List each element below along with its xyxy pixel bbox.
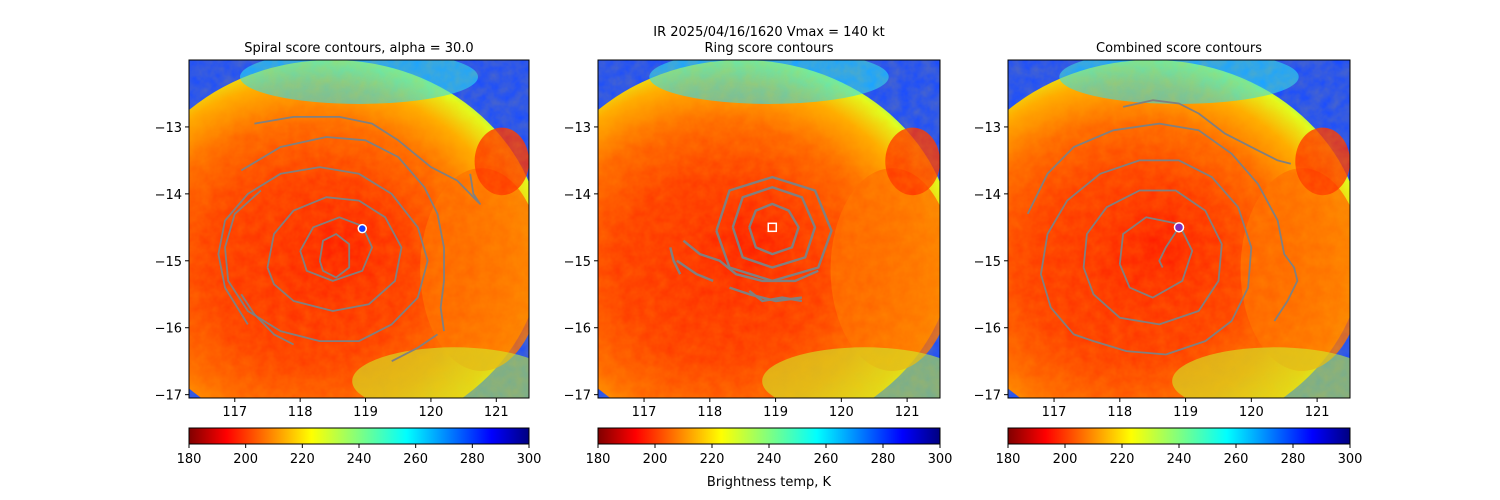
center-marker bbox=[357, 223, 368, 234]
suptitle: IR 2025/04/16/1620 Vmax = 140 kt bbox=[653, 25, 884, 40]
y-tick-label: −15 bbox=[974, 255, 1001, 270]
colorbar-tick-label: 260 bbox=[403, 452, 428, 467]
colorbar-tick-label: 260 bbox=[1224, 452, 1249, 467]
y-tick-label: −16 bbox=[974, 322, 1001, 337]
contour-line bbox=[391, 333, 439, 363]
x-tick-label: 118 bbox=[288, 405, 313, 420]
colorbar-label: Brightness temp, K bbox=[707, 475, 832, 490]
axes-frame bbox=[1007, 59, 1351, 399]
x-tick-label: 117 bbox=[222, 405, 247, 420]
contour-line bbox=[669, 247, 682, 275]
contour-line bbox=[676, 259, 714, 283]
x-tick-label: 121 bbox=[484, 405, 509, 420]
x-tick-label: 118 bbox=[1107, 405, 1132, 420]
x-tick-label: 117 bbox=[632, 405, 657, 420]
y-tick-label: −13 bbox=[974, 121, 1001, 136]
center-marker bbox=[767, 222, 778, 233]
colorbar-tick-label: 300 bbox=[517, 452, 542, 467]
x-tick-label: 117 bbox=[1042, 405, 1067, 420]
contour-line bbox=[715, 175, 833, 283]
y-tick-label: −14 bbox=[974, 188, 1001, 203]
panel-3: Combined score contours 117 118 119 120 121 −1… bbox=[974, 41, 1363, 467]
colorbar-tick-label: 180 bbox=[996, 452, 1021, 467]
colorbar-2: 180 200 220 240 260 280 300 bbox=[586, 427, 953, 467]
y-tick-label: −16 bbox=[155, 322, 182, 337]
x-tick-label: 121 bbox=[1305, 405, 1330, 420]
contour-line bbox=[299, 216, 373, 282]
colorbar-tick-label: 200 bbox=[643, 452, 668, 467]
contour-line bbox=[254, 116, 481, 205]
colorbar-tick-label: 220 bbox=[290, 452, 315, 467]
colorbar-tick-label: 240 bbox=[757, 452, 782, 467]
colorbar-tick-label: 280 bbox=[1281, 452, 1306, 467]
axes-frame bbox=[597, 59, 941, 399]
contour-line bbox=[1118, 216, 1194, 299]
colorbar-tick-label: 180 bbox=[586, 452, 611, 467]
contour-line bbox=[240, 293, 295, 346]
x-tick-label: 119 bbox=[1173, 405, 1198, 420]
ir-imagery bbox=[598, 60, 940, 398]
contour-line bbox=[731, 186, 817, 269]
contour-line bbox=[217, 166, 429, 342]
colorbar-tick-label: 280 bbox=[460, 452, 485, 467]
contour-line bbox=[748, 289, 803, 303]
colorbar-tick-label: 280 bbox=[871, 452, 896, 467]
contour-line bbox=[1158, 226, 1180, 268]
colorbar-gradient bbox=[188, 427, 530, 445]
y-tick-label: −13 bbox=[155, 121, 182, 136]
colorbar-tick-label: 180 bbox=[177, 452, 202, 467]
y-tick-label: −17 bbox=[974, 389, 1001, 404]
x-tick-label: 118 bbox=[697, 405, 722, 420]
x-tick-label: 119 bbox=[353, 405, 378, 420]
y-tick-label: −17 bbox=[155, 389, 182, 404]
colorbar-3: 180 200 220 240 260 280 300 bbox=[996, 427, 1363, 467]
axes-frame bbox=[188, 59, 530, 399]
colorbar-1: 180 200 220 240 260 280 300 bbox=[177, 427, 542, 467]
contour-line bbox=[1026, 122, 1299, 322]
contour-line bbox=[1082, 189, 1223, 326]
center-marker bbox=[1173, 222, 1185, 233]
x-tick-label: 120 bbox=[419, 405, 444, 420]
colorbar-tick-label: 240 bbox=[347, 452, 372, 467]
contour-line bbox=[682, 239, 819, 283]
panels: Spiral score contours, alpha = 30.0 117 11… bbox=[155, 41, 1363, 467]
panel-title: Ring score contours bbox=[704, 41, 833, 56]
panel-2: Ring score contours 117 118 119 120 121 −13 −14… bbox=[564, 41, 953, 467]
y-tick-label: −14 bbox=[564, 188, 591, 203]
colorbar-gradient bbox=[1007, 427, 1351, 445]
contour-line bbox=[318, 233, 351, 279]
colorbar-tick-label: 220 bbox=[1110, 452, 1135, 467]
y-tick-label: −15 bbox=[155, 255, 182, 270]
y-tick-label: −16 bbox=[564, 322, 591, 337]
x-tick-label: 119 bbox=[763, 405, 788, 420]
colorbar-gradient bbox=[597, 427, 941, 445]
colorbar-tick-label: 200 bbox=[233, 452, 258, 467]
y-tick-label: −17 bbox=[564, 389, 591, 404]
ir-imagery bbox=[1008, 60, 1350, 398]
x-tick-label: 120 bbox=[1239, 405, 1264, 420]
colorbar-tick-label: 200 bbox=[1053, 452, 1078, 467]
colorbar-tick-label: 260 bbox=[814, 452, 839, 467]
panel-title: Spiral score contours, alpha = 30.0 bbox=[244, 41, 473, 56]
colorbar-tick-label: 300 bbox=[928, 452, 953, 467]
y-tick-label: −13 bbox=[564, 121, 591, 136]
y-tick-label: −15 bbox=[564, 255, 591, 270]
contour-line bbox=[266, 196, 403, 312]
colorbar-tick-label: 220 bbox=[700, 452, 725, 467]
x-tick-label: 121 bbox=[895, 405, 920, 420]
y-tick-label: −14 bbox=[155, 188, 182, 203]
contour-line bbox=[748, 202, 800, 256]
contour-line bbox=[240, 136, 445, 332]
colorbar-tick-label: 300 bbox=[1338, 452, 1363, 467]
panel-1: Spiral score contours, alpha = 30.0 117 11… bbox=[155, 41, 542, 467]
colorbar-tick-label: 240 bbox=[1167, 452, 1192, 467]
contour-line bbox=[1040, 159, 1253, 356]
x-tick-label: 120 bbox=[829, 405, 854, 420]
ir-imagery bbox=[189, 60, 529, 398]
contour-line bbox=[1122, 99, 1292, 165]
panel-title: Combined score contours bbox=[1096, 41, 1262, 56]
